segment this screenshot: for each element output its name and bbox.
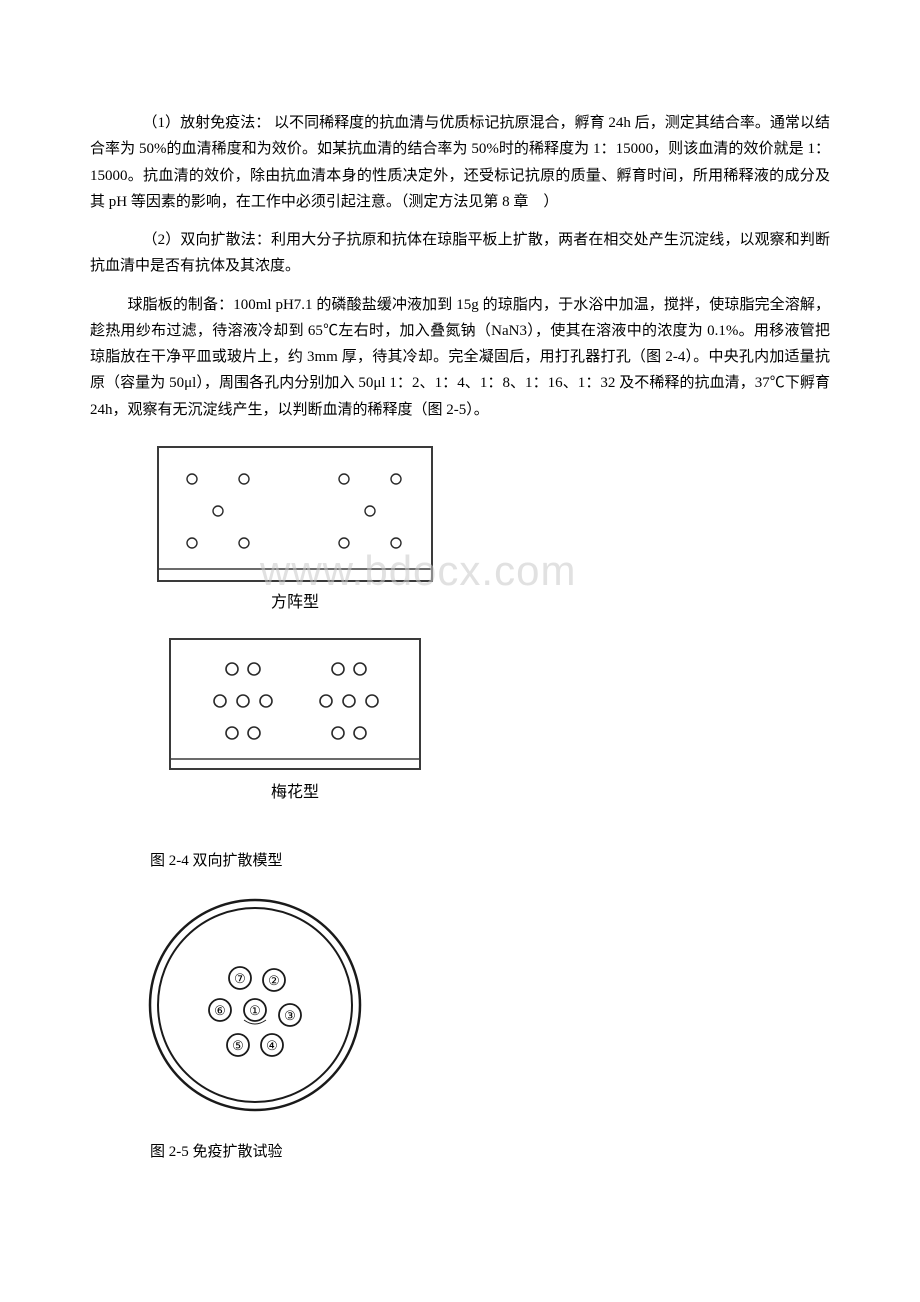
caption-2-4: 图 2-4 双向扩散模型	[150, 849, 830, 870]
figure-2-4-label-grid: 方阵型	[271, 593, 319, 611]
svg-text:③: ③	[284, 1008, 296, 1023]
figure-2-4-label-plum: 梅花型	[271, 783, 319, 801]
caption-2-5: 图 2-5 免疫扩散试验	[150, 1140, 830, 1161]
svg-text:④: ④	[266, 1038, 278, 1053]
paragraph-2: （2）双向扩散法：利用大分子抗原和抗体在琼脂平板上扩散，两者在相交处产生沉淀线，…	[90, 227, 830, 280]
paragraph-1: （1）放射免疫法： 以不同稀释度的抗血清与优质标记抗原混合，孵育 24h 后，测…	[90, 110, 830, 215]
svg-text:⑦: ⑦	[234, 971, 246, 986]
svg-text:⑥: ⑥	[214, 1003, 226, 1018]
paragraph-3: 球脂板的制备：100ml pH7.1 的磷酸盐缓冲液加到 15g 的琼脂内，于水…	[90, 292, 830, 423]
figure-2-4: 方阵型 梅花型 www.bdocx.com	[140, 439, 830, 829]
svg-text:②: ②	[268, 973, 280, 988]
svg-text:①: ①	[249, 1003, 261, 1018]
svg-text:⑤: ⑤	[232, 1038, 244, 1053]
figure-2-5-svg: ① ② ③ ④ ⑤ ⑥ ⑦	[140, 890, 370, 1120]
figure-2-4-svg: 方阵型 梅花型	[140, 439, 450, 829]
figure-2-5: ① ② ③ ④ ⑤ ⑥ ⑦	[140, 890, 830, 1120]
